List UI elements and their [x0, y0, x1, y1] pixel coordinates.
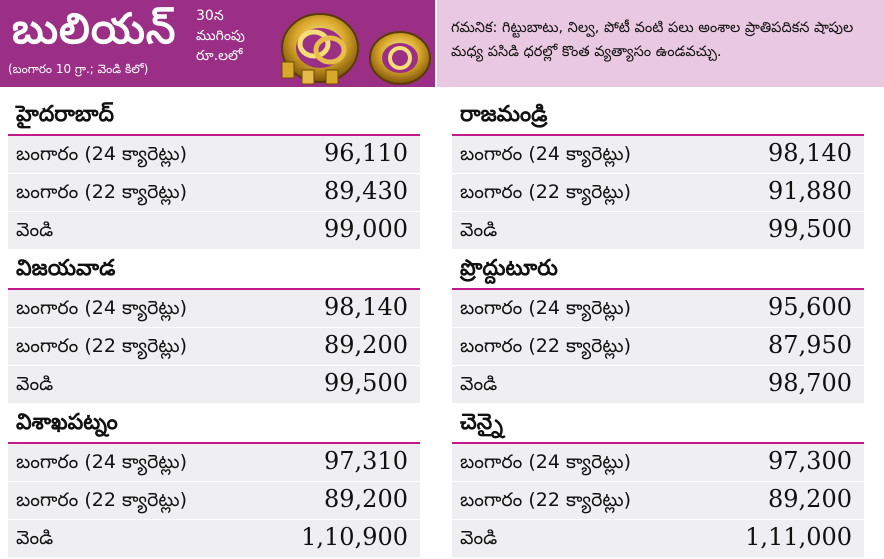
- city-block: ప్రొద్దుటూరు బంగారం (24 క్యారెట్లు) 95,60…: [452, 250, 864, 404]
- city-heading: ప్రొద్దుటూరు: [452, 250, 864, 290]
- item-price: 97,300: [768, 447, 852, 475]
- item-label: వెండి: [16, 527, 54, 549]
- item-label: వెండి: [460, 373, 498, 395]
- item-label: వెండి: [460, 527, 498, 549]
- item-label: బంగారం (22 క్యారెట్లు): [460, 489, 632, 511]
- item-price: 98,700: [768, 369, 852, 397]
- note-box: గమనిక: గిట్టుబాటు, నిల్వ, పోటీ వంటి పలు …: [437, 0, 884, 87]
- city-block: రాజమండ్రి బంగారం (24 క్యారెట్లు) 98,140 బ…: [452, 96, 864, 250]
- city-heading: విజయవాడ: [8, 250, 420, 290]
- item-label: బంగారం (24 క్యారెట్లు): [16, 297, 188, 319]
- item-price: 98,140: [324, 293, 408, 321]
- item-label: వెండి: [16, 219, 54, 241]
- item-label: బంగారం (22 క్యారెట్లు): [16, 181, 188, 203]
- city-heading: విశాఖపట్నం: [8, 404, 420, 444]
- city-name: ప్రొద్దుటూరు: [460, 256, 558, 281]
- item-price: 1,11,000: [745, 523, 852, 551]
- price-row: బంగారం (24 క్యారెట్లు) 96,110: [8, 136, 420, 174]
- city-heading: రాజమండ్రి: [452, 96, 864, 136]
- city-block: విశాఖపట్నం బంగారం (24 క్యారెట్లు) 97,310 …: [8, 404, 420, 558]
- item-label: బంగారం (24 క్యారెట్లు): [460, 143, 632, 165]
- page-title: బులియన్: [12, 4, 177, 53]
- closing-line: 30న: [196, 8, 224, 24]
- item-label: బంగారం (22 క్యారెట్లు): [460, 335, 632, 357]
- item-price: 89,200: [324, 485, 408, 513]
- item-price: 1,10,900: [301, 523, 408, 551]
- item-label: బంగారం (24 క్యారెట్లు): [16, 451, 188, 473]
- item-label: బంగారం (24 క్యారెట్లు): [460, 451, 632, 473]
- closing-line: ముగింపు: [196, 28, 245, 44]
- item-price: 95,600: [768, 293, 852, 321]
- price-row: వెండి 98,700: [452, 366, 864, 404]
- city-block: హైదరాబాద్ బంగారం (24 క్యారెట్లు) 96,110 బ…: [8, 96, 420, 250]
- item-price: 89,200: [324, 331, 408, 359]
- city-name: హైదరాబాద్: [16, 102, 114, 127]
- item-price: 99,000: [324, 215, 408, 243]
- item-price: 91,880: [768, 177, 852, 205]
- price-row: వెండి 99,500: [452, 212, 864, 250]
- header: బులియన్ (బంగారం 10 గ్రా.; వెండి కిలో) 30…: [0, 0, 884, 87]
- price-row: బంగారం (24 క్యారెట్లు) 98,140: [452, 136, 864, 174]
- closing-line: రూ.లలో: [196, 48, 243, 64]
- price-row: బంగారం (24 క్యారెట్లు) 95,600: [452, 290, 864, 328]
- price-row: బంగారం (22 క్యారెట్లు) 89,200: [8, 328, 420, 366]
- item-price: 89,200: [768, 485, 852, 513]
- city-block: విజయవాడ బంగారం (24 క్యారెట్లు) 98,140 బంగ…: [8, 250, 420, 404]
- city-name: విశాఖపట్నం: [16, 410, 118, 435]
- price-row: బంగారం (22 క్యారెట్లు) 87,950: [452, 328, 864, 366]
- item-price: 99,500: [768, 215, 852, 243]
- city-name: చెన్నై: [460, 410, 503, 435]
- item-price: 96,110: [324, 139, 408, 167]
- city-name: విజయవాడ: [16, 256, 116, 281]
- item-label: బంగారం (22 క్యారెట్లు): [16, 335, 188, 357]
- item-price: 89,430: [324, 177, 408, 205]
- price-row: బంగారం (24 క్యారెట్లు) 97,300: [452, 444, 864, 482]
- price-row: బంగారం (24 క్యారెట్లు) 98,140: [8, 290, 420, 328]
- price-row: బంగారం (22 క్యారెట్లు) 89,430: [8, 174, 420, 212]
- city-name: రాజమండ్రి: [460, 102, 548, 127]
- price-note: గమనిక: గిట్టుబాటు, నిల్వ, పోటీ వంటి పలు …: [451, 20, 854, 60]
- price-row: బంగారం (22 క్యారెట్లు) 91,880: [452, 174, 864, 212]
- price-row: బంగారం (24 క్యారెట్లు) 97,310: [8, 444, 420, 482]
- price-row: బంగారం (22 క్యారెట్లు) 89,200: [452, 482, 864, 520]
- right-column: రాజమండ్రి బంగారం (24 క్యారెట్లు) 98,140 బ…: [452, 96, 864, 558]
- price-row: బంగారం (22 క్యారెట్లు) 89,200: [8, 482, 420, 520]
- price-row: వెండి 1,11,000: [452, 520, 864, 558]
- item-price: 97,310: [324, 447, 408, 475]
- item-price: 98,140: [768, 139, 852, 167]
- item-price: 87,950: [768, 331, 852, 359]
- title-banner: బులియన్ (బంగారం 10 గ్రా.; వెండి కిలో) 30…: [0, 0, 435, 87]
- price-row: వెండి 1,10,900: [8, 520, 420, 558]
- item-label: బంగారం (22 క్యారెట్లు): [16, 489, 188, 511]
- unit-subtitle: (బంగారం 10 గ్రా.; వెండి కిలో): [8, 62, 149, 76]
- item-label: వెండి: [16, 373, 54, 395]
- gold-jewelry-image: [281, 13, 431, 85]
- closing-note: 30న ముగింపు రూ.లలో: [196, 6, 245, 66]
- city-heading: హైదరాబాద్: [8, 96, 420, 136]
- price-row: వెండి 99,000: [8, 212, 420, 250]
- price-row: వెండి 99,500: [8, 366, 420, 404]
- city-block: చెన్నై బంగారం (24 క్యారెట్లు) 97,300 బంగా…: [452, 404, 864, 558]
- item-price: 99,500: [324, 369, 408, 397]
- item-label: వెండి: [460, 219, 498, 241]
- city-heading: చెన్నై: [452, 404, 864, 444]
- item-label: బంగారం (24 క్యారెట్లు): [460, 297, 632, 319]
- item-label: బంగారం (24 క్యారెట్లు): [16, 143, 188, 165]
- left-column: హైదరాబాద్ బంగారం (24 క్యారెట్లు) 96,110 బ…: [8, 96, 420, 558]
- item-label: బంగారం (22 క్యారెట్లు): [460, 181, 632, 203]
